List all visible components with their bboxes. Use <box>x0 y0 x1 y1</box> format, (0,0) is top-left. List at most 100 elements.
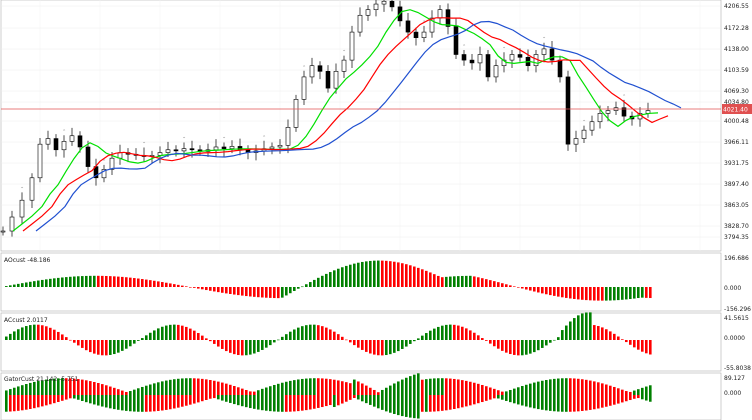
gator-bar-down <box>81 395 84 401</box>
teeth-line <box>22 17 669 232</box>
gator-bar-down <box>301 395 304 411</box>
ac-bar <box>477 335 480 340</box>
ao-bar <box>169 283 172 287</box>
gator-bar-down <box>537 395 540 410</box>
current-price-tag <box>722 104 752 114</box>
gator-bar-down <box>541 395 544 410</box>
gator-bar-down <box>181 395 184 407</box>
ac-bar <box>517 340 520 356</box>
gator-bar-down <box>37 395 40 408</box>
fractal-up-marker: ⌃ <box>182 136 186 142</box>
gator-bar-up <box>241 388 244 395</box>
ac-bar <box>145 335 148 340</box>
ao-bar <box>153 280 156 287</box>
ac-bar <box>265 340 268 348</box>
ao-bar <box>481 278 484 287</box>
ac-bar <box>497 340 500 349</box>
ac-bar <box>409 340 412 344</box>
ao-bar <box>589 287 592 301</box>
ao-bar <box>565 287 568 298</box>
gator-pane-label: GatorCust 21.142 -5.751 <box>4 376 79 383</box>
ao-bar <box>25 282 28 287</box>
gator-bar-up <box>333 379 336 395</box>
gator-bar-up <box>293 380 296 395</box>
gator-bar-up <box>373 389 376 395</box>
ac-tick-zero: 0.0000 <box>724 335 745 342</box>
ao-bar <box>597 287 600 301</box>
ao-bar <box>197 287 200 289</box>
ac-bar <box>617 336 620 340</box>
ao-bar <box>225 287 228 294</box>
gator-bar-up <box>461 380 464 395</box>
gator-bar-down <box>385 395 388 412</box>
ao-bar <box>641 287 644 298</box>
gator-bar-up <box>149 384 152 395</box>
candle-body <box>573 138 579 145</box>
candle-body <box>565 76 571 145</box>
jaw-line <box>35 20 682 232</box>
gator-bar-up <box>625 391 628 395</box>
ao-bar <box>613 287 616 301</box>
gator-bar-down <box>597 395 600 409</box>
ac-bar <box>309 324 312 340</box>
ao-bar <box>453 276 456 287</box>
gator-bar-up <box>617 388 620 395</box>
price-tick-label: 4103.59 <box>724 67 749 74</box>
ac-bar <box>269 340 272 346</box>
gator-bar-up <box>213 380 216 395</box>
gator-bar-down <box>289 395 292 412</box>
ac-bar <box>513 340 516 355</box>
gator-bar-up <box>329 379 332 395</box>
ac-bar <box>81 340 84 348</box>
ac-bar <box>137 340 140 341</box>
gator-bar-up <box>349 383 352 395</box>
gator-bar-up <box>473 382 476 395</box>
ac-bar <box>489 340 492 344</box>
candle-body <box>549 48 555 61</box>
ao-bar <box>477 277 480 287</box>
gator-bar-up <box>553 378 556 395</box>
gator-bar-up <box>177 378 180 395</box>
ao-bar <box>33 281 36 287</box>
main-price-pane[interactable] <box>0 0 722 252</box>
ac-bar <box>365 340 368 352</box>
gator-bar-down <box>373 395 376 407</box>
candle-body <box>621 107 627 117</box>
gator-bar-up <box>29 382 32 395</box>
candle-body <box>325 71 331 89</box>
ao-bar <box>581 287 584 300</box>
candle-body <box>429 17 435 33</box>
gator-bar-up <box>509 389 512 395</box>
gator-bar-up <box>637 389 640 395</box>
ao-bar <box>309 282 312 287</box>
gator-bar-up <box>369 387 372 395</box>
fractal-up-marker: ⌃ <box>142 142 146 148</box>
ac-bar <box>601 327 604 340</box>
ac-bar <box>185 326 188 340</box>
ao-bar <box>617 287 620 301</box>
ac-bar <box>593 325 596 340</box>
gator-bar-up <box>21 385 24 395</box>
ac-bar <box>141 338 144 340</box>
price-tick-label: 4069.30 <box>724 88 749 95</box>
gator-bar-up <box>321 378 324 395</box>
gator-bar-up <box>341 381 344 395</box>
ao-bar <box>533 287 536 292</box>
ao-bar <box>509 285 512 287</box>
gator-bar-up <box>573 378 576 395</box>
gator-bar-up <box>609 385 612 395</box>
gator-bar-down <box>505 395 508 401</box>
price-tick-label: 4138.00 <box>724 46 749 53</box>
gator-bar-down <box>493 395 496 399</box>
ac-bar <box>609 331 612 340</box>
ao-bar <box>237 287 240 296</box>
price-tick-label: 3863.05 <box>724 202 749 209</box>
price-tick-label: 4172.28 <box>724 25 749 32</box>
candle-body <box>557 59 563 78</box>
ao-bar <box>549 287 552 296</box>
ao-bar <box>485 279 488 287</box>
ac-bar <box>53 329 56 340</box>
gator-bar-up <box>17 386 20 395</box>
ao-bar <box>525 287 528 290</box>
